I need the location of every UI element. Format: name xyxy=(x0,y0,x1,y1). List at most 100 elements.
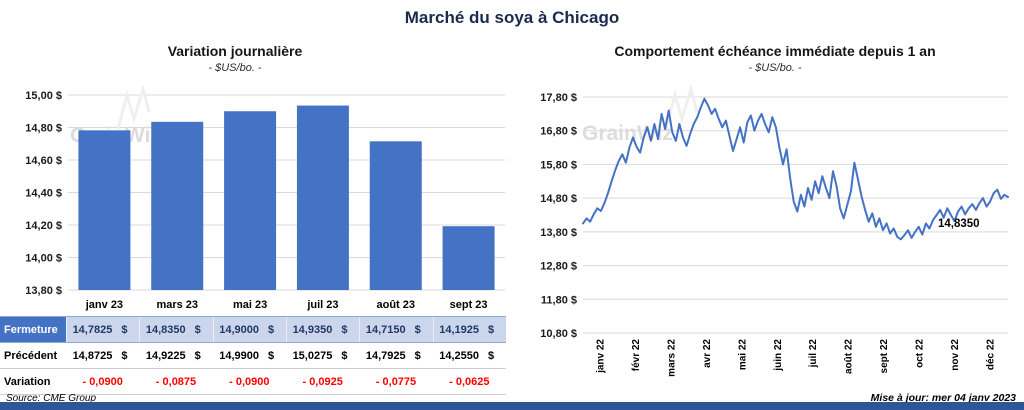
cell-value: 14,2550 xyxy=(439,349,479,362)
y-axis-label: 14,40 $ xyxy=(25,188,62,200)
x-axis-label: mars 22 xyxy=(667,339,678,377)
cell-value: - 0,0925 xyxy=(302,375,343,388)
currency-symbol: $ xyxy=(268,349,275,362)
y-axis-label: 14,80 $ xyxy=(540,193,577,205)
table-cell: - 0,0625 xyxy=(433,369,506,394)
cell-value: 14,9225 xyxy=(145,349,186,362)
currency-symbol: $ xyxy=(341,349,348,362)
currency-symbol: $ xyxy=(121,323,128,336)
currency-symbol: $ xyxy=(268,323,275,336)
x-axis-label: sept 22 xyxy=(879,339,890,374)
x-axis-label: févr 22 xyxy=(631,339,642,372)
x-axis-label: nov 22 xyxy=(950,339,961,371)
price-line xyxy=(582,97,1009,241)
cell-value: - 0,0875 xyxy=(155,375,197,388)
x-axis-label: juil 23 xyxy=(306,299,338,311)
currency-symbol: $ xyxy=(414,349,421,362)
cell-value: 15,0275 xyxy=(292,349,333,362)
table-cell: 14,9000 $ xyxy=(212,317,286,342)
cell-value: 14,9350 xyxy=(292,323,333,336)
table-cell: 14,7925 $ xyxy=(359,343,432,368)
table-cell: 14,9350 $ xyxy=(286,317,360,342)
y-axis-label: 12,80 $ xyxy=(540,261,577,273)
y-axis-label: 13,80 $ xyxy=(25,285,62,297)
table-cell: 15,0275 $ xyxy=(286,343,359,368)
watermark-zigzag xyxy=(116,85,151,130)
cell-value: 14,8725 xyxy=(72,349,113,362)
cell-value: 14,7925 xyxy=(365,349,406,362)
bar xyxy=(78,130,131,290)
y-axis-label: 11,80 $ xyxy=(541,294,577,306)
bar xyxy=(369,141,422,290)
x-axis-label: mars 23 xyxy=(156,299,198,311)
x-axis-label: oct 22 xyxy=(914,339,925,368)
bar-chart-subtitle: - $US/bo. - xyxy=(208,62,262,74)
currency-symbol: $ xyxy=(341,323,348,336)
x-axis-label: janv 22 xyxy=(596,339,607,374)
source-note: Source: CME Group xyxy=(6,393,97,404)
row-label: Précédent xyxy=(4,349,58,362)
table-cell: 14,8350 $ xyxy=(139,317,213,342)
cell-value: - 0,0775 xyxy=(375,375,417,388)
line-chart-subtitle: - $US/bo. - xyxy=(748,62,802,74)
cell-value: 14,1925 xyxy=(439,323,479,336)
bar xyxy=(296,105,349,290)
table-cell: 14,9900 $ xyxy=(213,343,286,368)
cell-value: 14,9000 xyxy=(219,323,259,336)
y-axis-label: 17,80 $ xyxy=(540,92,577,104)
cell-value: - 0,0900 xyxy=(229,375,270,388)
table-cell: - 0,0900 xyxy=(213,369,286,394)
x-axis-label: mai 22 xyxy=(737,339,748,371)
table-cell: 14,9225 $ xyxy=(139,343,212,368)
table-row-precedent: Précédent 14,8725 $ 14,9225 $ 14,9900 $ 15,… xyxy=(0,343,506,369)
currency-symbol: $ xyxy=(414,323,421,336)
bottom-bar xyxy=(0,402,1024,410)
price-table: Fermeture 14,7825 $ 14,8350 $ 14,9000 $ 14,… xyxy=(0,316,506,395)
cell-value: - 0,0625 xyxy=(449,375,490,388)
x-axis-label: sept 23 xyxy=(450,299,488,311)
bar-chart-title: Variation journalière xyxy=(167,43,303,59)
table-cell: 14,2550 $ xyxy=(433,343,506,368)
x-axis-label: avr 22 xyxy=(702,339,713,368)
x-axis-label: juin 22 xyxy=(773,339,784,372)
table-cell: - 0,0875 xyxy=(139,369,212,394)
y-axis-label: 15,80 $ xyxy=(540,159,577,171)
watermark-zigzag xyxy=(664,85,699,130)
table-cell: 14,1925 $ xyxy=(432,317,506,342)
one-year-line-chart: 17,80 $ 16,80 $ 15,80 $ 14,80 $ 13,80 $ 12,80… xyxy=(540,85,1009,377)
currency-symbol: $ xyxy=(121,349,128,362)
table-row-fermeture: Fermeture 14,7825 $ 14,8350 $ 14,9000 $ 14,… xyxy=(0,316,506,343)
currency-symbol: $ xyxy=(194,349,201,362)
table-cell: - 0,0925 xyxy=(286,369,359,394)
currency-symbol: $ xyxy=(488,349,495,362)
y-axis-label: 13,80 $ xyxy=(540,227,577,239)
x-axis-label: août 22 xyxy=(844,339,855,374)
table-row-variation: Variation - 0,0900 - 0,0875 - 0,0900 - 0… xyxy=(0,369,506,395)
table-cell: - 0,0900 xyxy=(66,369,139,394)
table-cell: 14,7825 $ xyxy=(66,317,140,342)
x-axis-label: janv 23 xyxy=(85,299,123,311)
y-axis-label: 14,20 $ xyxy=(25,220,62,232)
table-cell: 14,7150 $ xyxy=(359,317,433,342)
y-axis-label: 14,00 $ xyxy=(25,253,62,265)
cell-value: 14,9900 xyxy=(219,349,259,362)
line-chart-title: Comportement échéance immédiate depuis 1… xyxy=(614,43,936,59)
update-note: Mise à jour: mer 04 janv 2023 xyxy=(870,392,1016,404)
currency-symbol: $ xyxy=(488,323,495,336)
last-price-annotation: 14,8350 xyxy=(938,218,980,230)
line-chart-header: Comportement échéance immédiate depuis 1… xyxy=(545,43,1005,74)
bar xyxy=(224,111,277,290)
bar-chart-header: Variation journalière - $US/bo. - xyxy=(0,43,470,74)
y-axis-label: 10,80 $ xyxy=(540,328,577,340)
row-label: Variation xyxy=(4,375,51,388)
y-axis-label: 14,60 $ xyxy=(25,155,62,167)
page-title: Marché du soya à Chicago xyxy=(404,8,620,27)
table-cell: 14,8725 $ xyxy=(66,343,139,368)
x-axis-label: juil 22 xyxy=(808,339,819,369)
x-axis-label: août 23 xyxy=(376,299,415,311)
daily-variation-bar-chart: 15,00 $ 14,80 $ 14,60 $ 14,40 $ 14,20 $ 14,00… xyxy=(25,85,505,311)
cell-value: - 0,0900 xyxy=(82,375,123,388)
bar xyxy=(442,226,495,290)
table-cell: - 0,0775 xyxy=(359,369,432,394)
cell-value: 14,8350 xyxy=(145,323,186,336)
